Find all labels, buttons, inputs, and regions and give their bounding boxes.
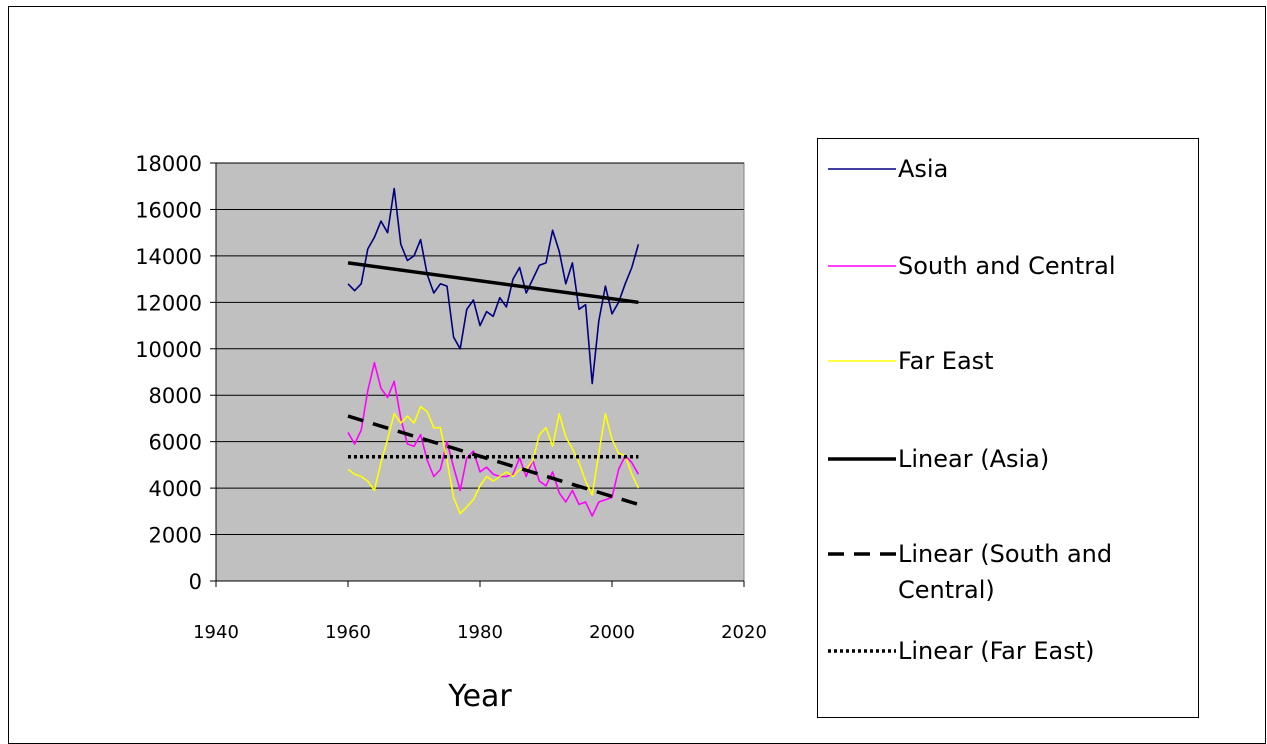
series-line-south-and-central [347, 361, 640, 517]
y-tick-label: 14000 [135, 245, 202, 269]
x-tick-label: 1980 [457, 622, 503, 643]
series-layer [347, 187, 640, 517]
x-tick-label: 2000 [589, 622, 635, 643]
legend-item: Far East [818, 343, 1198, 403]
legend-swatch [828, 457, 896, 461]
legend-swatch [828, 168, 896, 170]
y-tick-label: 0 [189, 570, 202, 594]
y-tick-label: 6000 [149, 431, 202, 455]
series-line-asia [347, 187, 640, 385]
legend-item: Asia [818, 151, 1198, 211]
grid-lines [210, 162, 744, 582]
y-tick-label: 18000 [135, 152, 202, 176]
legend: Asia South and Central Far East Linear (Asi… [817, 138, 1199, 718]
x-tick-label: 2020 [721, 622, 767, 643]
y-tick-label: 12000 [135, 291, 202, 315]
series-line-far-east [347, 405, 640, 515]
legend-label: Far East [898, 347, 994, 375]
plot-area [215, 162, 745, 582]
y-tick-label: 2000 [149, 524, 202, 548]
x-axis-title: Year [447, 679, 512, 714]
series-line-linear-asia [347, 261, 639, 305]
legend-item: Linear (Far East) [818, 633, 1198, 693]
y-tick-label: 4000 [149, 477, 202, 501]
legend-item: Linear (South and Central) [818, 536, 1198, 604]
legend-swatch [828, 360, 896, 362]
legend-item: Linear (Asia) [818, 441, 1198, 501]
legend-label: Linear (South and Central) [898, 540, 1113, 604]
legend-swatch [828, 649, 896, 653]
y-tick-labels: 0 2000 4000 6000 8000 10000 12000 14000 16000 180… [135, 152, 202, 594]
legend-label: Linear (Far East) [898, 637, 1095, 665]
legend-swatch [828, 552, 896, 556]
x-tick-label: 1940 [193, 622, 239, 643]
legend-item: South and Central [818, 248, 1198, 308]
axes [215, 163, 745, 587]
y-tick-label: 8000 [149, 384, 202, 408]
legend-swatch [828, 265, 896, 267]
x-tick-label: 1960 [325, 622, 371, 643]
legend-label: South and Central [898, 252, 1116, 280]
legend-label: Asia [898, 155, 949, 183]
legend-label: Linear (Asia) [898, 445, 1050, 473]
x-tick-labels: 1940 1960 1980 2000 2020 [193, 622, 767, 643]
y-tick-label: 16000 [135, 198, 202, 222]
y-tick-label: 10000 [135, 338, 202, 362]
